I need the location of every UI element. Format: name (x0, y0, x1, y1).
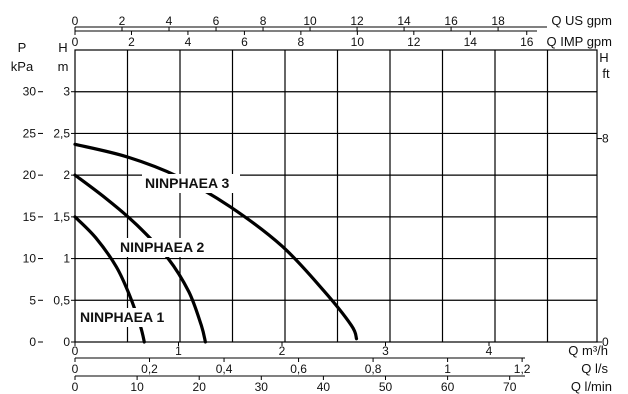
q-ls-tick-label: 0,8 (365, 362, 382, 376)
kpa-tick-label: 20 (23, 168, 37, 182)
q-ls-tick-label: 0,4 (216, 362, 233, 376)
q-m3h-tick-label: 2 (279, 344, 286, 358)
plot-frame (74, 49, 598, 343)
imp-gpm-tick-label: 6 (241, 35, 248, 49)
us-gpm-tick-label: 12 (350, 14, 364, 28)
q-lmin-tick-label: 30 (255, 380, 269, 394)
imp-gpm-tick-label: 0 (72, 35, 79, 49)
kpa-tick-label: 5 (29, 293, 36, 307)
curve-ninphaea-2 (73, 173, 207, 344)
curve-labels: NINPHAEA 1 NINPHAEA 2 NINPHAEA 3 (77, 174, 240, 327)
us-gpm-tick-label: 16 (444, 14, 458, 28)
curve-label-1: NINPHAEA 1 (80, 309, 164, 325)
q-lmin-tick-label: 0 (72, 380, 79, 394)
h-m-tick-label: 2 (63, 168, 70, 182)
imp-gpm-axis-label: Q IMP gpm (546, 34, 612, 49)
h-m-axis-unit: m (58, 59, 69, 74)
curve-ninphaea-1 (73, 215, 146, 344)
curve-ninphaea-3 (73, 142, 359, 341)
q-m3h-tick-label: 3 (382, 344, 389, 358)
q-ls-axis-label: Q l/s (581, 361, 608, 376)
q-lmin-tick-label: 60 (441, 380, 455, 394)
h-m-tick-label: 0,5 (53, 293, 70, 307)
ft-axis-unit: ft (602, 66, 610, 81)
imp-gpm-tick-label: 8 (298, 35, 305, 49)
h-m-tick-label: 3 (63, 85, 70, 99)
curve-label-3: NINPHAEA 3 (145, 175, 229, 191)
kpa-tick-label: 15 (23, 210, 37, 224)
kpa-tick-label: 25 (23, 126, 37, 140)
curve-label-2: NINPHAEA 2 (120, 239, 204, 255)
q-m3h-tick-label: 0 (72, 344, 79, 358)
us-gpm-axis-label: Q US gpm (551, 13, 612, 28)
kpa-axis-unit: kPa (11, 59, 34, 74)
h-m-tick-label: 1,5 (53, 210, 70, 224)
q-m3h-tick-label: 4 (486, 344, 493, 358)
q-lmin-tick-label: 40 (317, 380, 331, 394)
q-lmin-tick-label: 10 (130, 380, 144, 394)
h-m-tick-label: 0 (63, 335, 70, 349)
q-ls-tick-label: 1,2 (514, 362, 531, 376)
us-gpm-tick-label: 10 (303, 14, 317, 28)
us-gpm-tick-label: 8 (260, 14, 267, 28)
us-gpm-tick-label: 4 (166, 14, 173, 28)
us-gpm-tick-label: 6 (213, 14, 220, 28)
curve-label-background (117, 238, 215, 257)
q-ls-tick-label: 1 (444, 362, 451, 376)
h-m-tick-label: 1 (63, 252, 70, 266)
us-gpm-tick-label: 2 (119, 14, 126, 28)
imp-gpm-tick-label: 12 (407, 35, 421, 49)
q-m3h-axis-label: Q m³/h (568, 343, 608, 358)
imp-gpm-tick-label: 2 (128, 35, 135, 49)
us-gpm-tick-label: 18 (491, 14, 505, 28)
imp-gpm-tick-label: 4 (185, 35, 192, 49)
imp-gpm-tick-label: 16 (520, 35, 534, 49)
curve-label-background (77, 308, 175, 327)
ft-tick-label: 8 (602, 132, 609, 146)
q-lmin-tick-label: 20 (193, 380, 207, 394)
ft-axis-title: H (599, 50, 608, 65)
h-m-tick-label: 2,5 (53, 126, 70, 140)
q-ls-tick-label: 0,2 (141, 362, 158, 376)
curve-label-background (142, 174, 240, 193)
kpa-tick-label: 30 (23, 85, 37, 99)
imp-gpm-tick-label: 10 (351, 35, 365, 49)
pump-curves (73, 142, 359, 344)
q-ls-tick-label: 0 (72, 362, 79, 376)
ft-tick-label: 0 (602, 335, 609, 349)
q-ls-tick-label: 0,6 (290, 362, 307, 376)
q-lmin-axis-label: Q l/min (571, 379, 612, 394)
grid-lines (75, 50, 597, 342)
imp-gpm-tick-label: 14 (464, 35, 478, 49)
kpa-axis-title: P (18, 40, 27, 55)
kpa-tick-label: 10 (23, 252, 37, 266)
axes: 00,511,522,53Hm051015202530PkPa081624324… (11, 13, 612, 394)
q-lmin-tick-label: 50 (379, 380, 393, 394)
us-gpm-tick-label: 0 (72, 14, 79, 28)
q-m3h-tick-label: 1 (175, 344, 182, 358)
q-lmin-tick-label: 70 (503, 380, 517, 394)
kpa-tick-label: 0 (29, 335, 36, 349)
us-gpm-tick-label: 14 (397, 14, 411, 28)
h-m-axis-title: H (58, 40, 67, 55)
